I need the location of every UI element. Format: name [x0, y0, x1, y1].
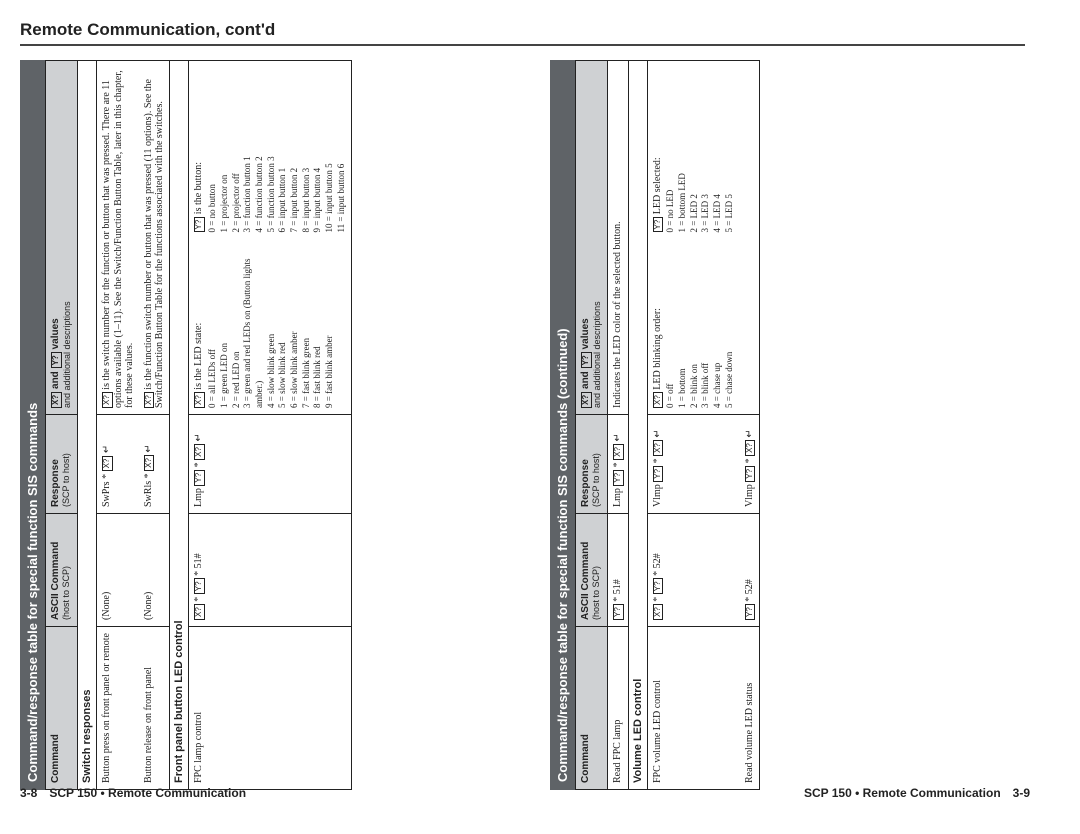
button-list: 0 = no button1 = projector on2 = project… — [207, 67, 347, 233]
section-volume: Volume LED control — [628, 61, 647, 790]
sel-list: 0 = no LED1 = bottom LED2 = LED 23 = LED… — [665, 67, 735, 233]
table1: Command ASCII Command(host to SCP) Respo… — [45, 60, 352, 790]
left-page: Command/response table for special funct… — [20, 60, 500, 800]
th-ascii: ASCII Command(host to SCP) — [46, 514, 78, 627]
section-switch: Switch responses — [77, 61, 96, 790]
row-read-volume: Read volume LED status Y? * 52# Vlmp Y? … — [740, 61, 760, 790]
right-footer: SCP 150 • Remote Communication 3-9 — [550, 786, 1030, 800]
table1-title: Command/response table for special funct… — [20, 60, 45, 790]
page-spread: Command/response table for special funct… — [20, 60, 1060, 800]
row-button-release: Button release on front panel (None) SwR… — [139, 61, 170, 790]
th-response: Response(SCP to host) — [46, 415, 78, 514]
left-footer: 3-8 SCP 150 • Remote Communication — [20, 786, 500, 800]
row-fpc-volume: FPC volume LED control X? * Y? * 52# Vlm… — [647, 61, 739, 790]
table2-title: Command/response table for special funct… — [550, 60, 575, 790]
page-header: Remote Communication, cont'd — [20, 20, 1025, 46]
right-page: Command/response table for special funct… — [550, 60, 1030, 800]
section-frontpanel: Front panel button LED control — [170, 61, 189, 790]
row-read-fpc-lamp: Read FPC lamp Y? * 51# Lmp Y? * X? Indic… — [607, 61, 628, 790]
th-values: X? and Y? valuesand additional descripti… — [46, 61, 78, 415]
blink-list: 0 = off1 = bottom2 = blink on3 = blink o… — [665, 243, 735, 409]
th-command: Command — [46, 627, 78, 790]
row-button-press: Button press on front panel or remote (N… — [96, 61, 138, 790]
table2: Command ASCII Command(host to SCP) Respo… — [575, 60, 760, 790]
led-state-list: 0 = all LEDs off1 = green LED on2 = red … — [207, 243, 336, 409]
row-fpc-lamp: FPC lamp control X? * Y? * 51# Lmp Y? * … — [189, 61, 352, 790]
